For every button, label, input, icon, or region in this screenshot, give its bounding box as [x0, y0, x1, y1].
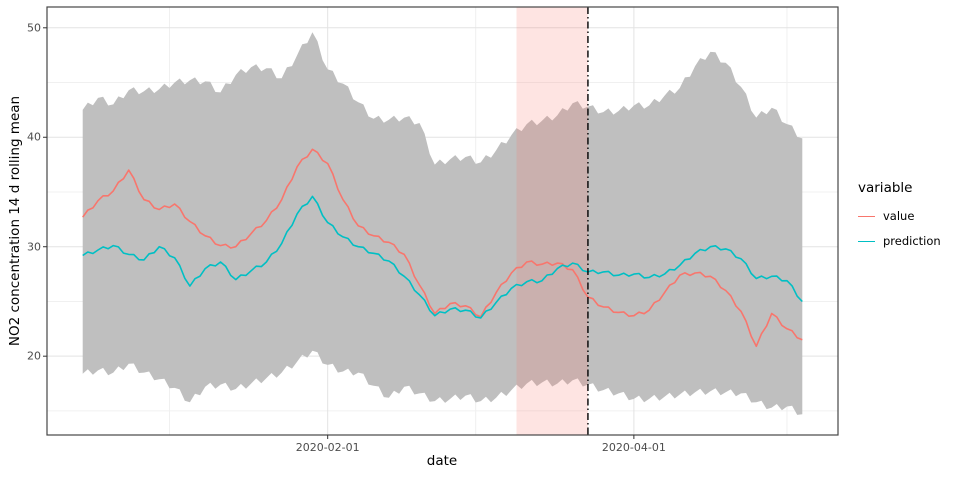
x-axis-title: date [426, 453, 458, 469]
legend-key-line-icon [858, 215, 875, 217]
legend-item-value: value [858, 209, 941, 223]
series-line-prediction [82, 195, 803, 319]
legend-items: value prediction [858, 209, 941, 248]
y-tick-label: 50 [27, 21, 41, 35]
highlight-band [516, 7, 588, 435]
legend: variable value prediction [858, 180, 941, 259]
x-tick-label: 2020-02-01 [295, 441, 360, 454]
prediction-interval-ribbon [82, 32, 803, 415]
legend-item-prediction: prediction [858, 234, 941, 248]
y-tick-label: 40 [27, 130, 41, 144]
y-axis-title: NO2 concentration 14 d rolling mean [7, 95, 23, 347]
y-tick-label: 30 [27, 240, 41, 254]
legend-key-line-icon [858, 240, 875, 242]
x-tick-label: 2020-04-01 [601, 441, 666, 454]
series-line-value [82, 148, 803, 348]
legend-title: variable [858, 180, 913, 196]
legend-item-label: prediction [883, 234, 941, 248]
legend-item-label: value [883, 209, 915, 223]
y-tick-label: 20 [27, 349, 41, 363]
panel-border [46, 6, 839, 436]
